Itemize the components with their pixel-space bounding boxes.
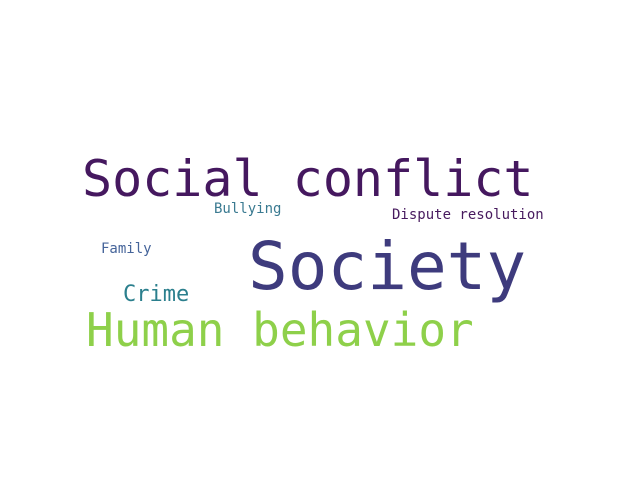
word-human-behavior: Human behavior <box>86 303 474 357</box>
word-crime: Crime <box>123 282 190 307</box>
word-social-conflict: Social conflict <box>82 150 534 208</box>
word-society: Society <box>248 228 527 305</box>
word-family: Family <box>101 241 152 257</box>
word-dispute-resolution: Dispute resolution <box>392 207 544 223</box>
word-bullying: Bullying <box>214 201 282 217</box>
